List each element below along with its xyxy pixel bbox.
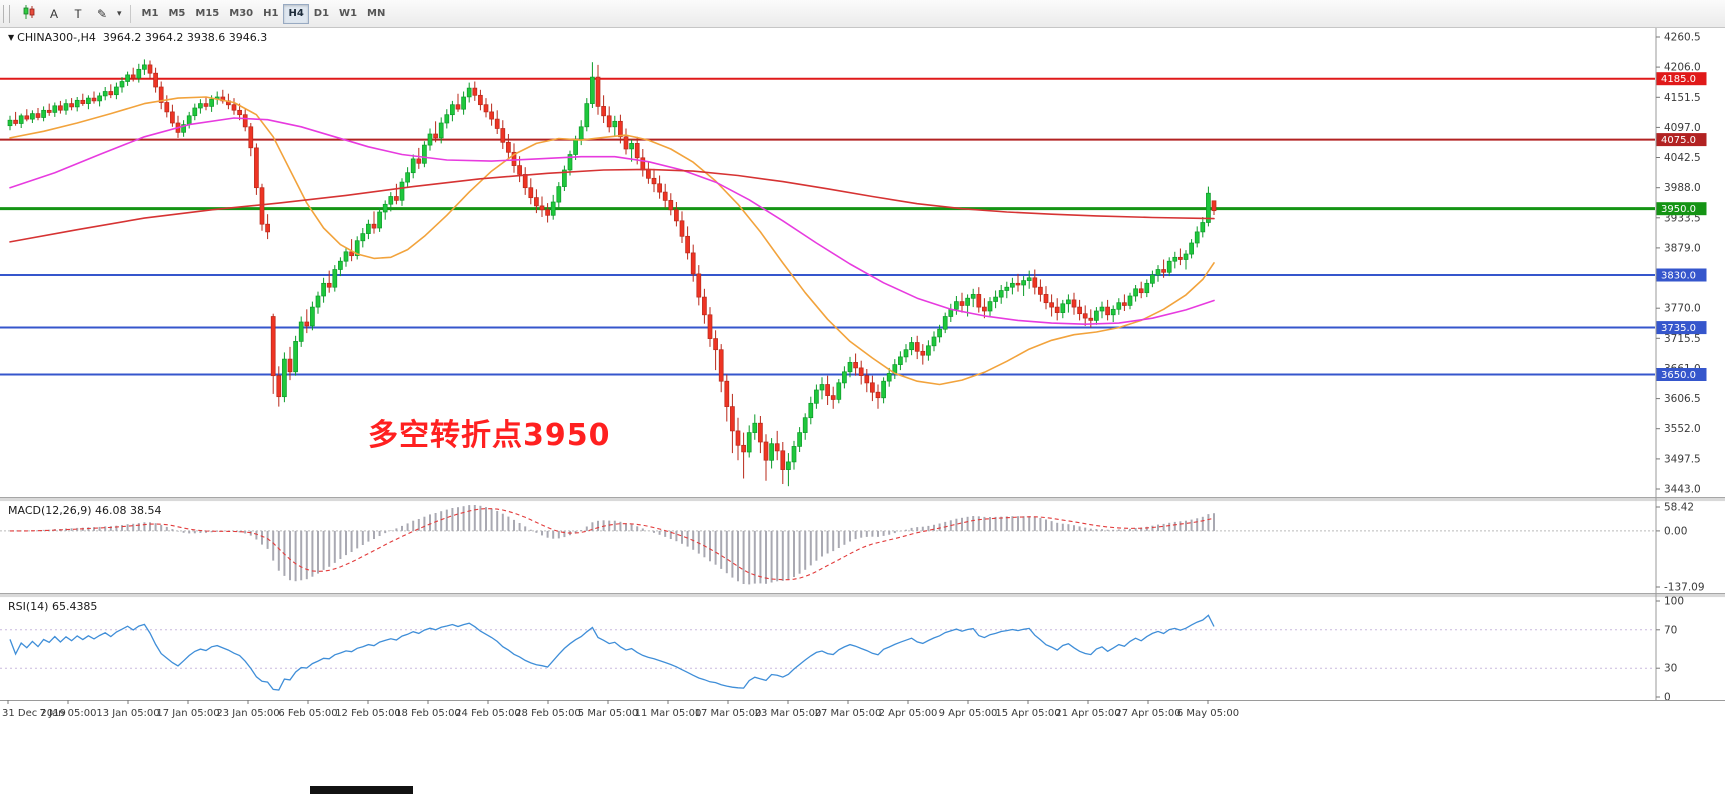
price-scale-label: 3988.0 <box>1664 182 1701 194</box>
rsi-scale-label: 100 <box>1664 596 1684 608</box>
time-scale-label: 5 Mar 05:00 <box>578 708 638 719</box>
candlestick-series <box>7 59 1217 487</box>
rsi-indicator-label: RSI(14) 65.4385 <box>8 600 98 613</box>
symbol-header: ▼ CHINA300-,H4 3964.2 3964.2 3938.6 3946.… <box>8 31 267 44</box>
price-tag-label: 4185.0 <box>1661 74 1696 85</box>
timeframe-button-d1[interactable]: D1 <box>309 4 334 24</box>
timeframe-button-m5[interactable]: M5 <box>163 4 190 24</box>
rsi-scale-label: 70 <box>1664 624 1677 636</box>
text-tool-button[interactable]: T <box>67 3 89 25</box>
timeframe-button-h4[interactable]: H4 <box>283 3 309 24</box>
timeframe-button-w1[interactable]: W1 <box>334 4 362 24</box>
price-scale-label: 3497.5 <box>1664 453 1701 465</box>
panel-separator[interactable] <box>0 593 1725 598</box>
rsi-scale-label: 30 <box>1664 663 1677 675</box>
price-scale-label: 3552.0 <box>1664 423 1701 435</box>
price-scale-label: 4260.5 <box>1664 32 1701 44</box>
price-tag-3830 <box>1656 268 1707 282</box>
price-tag-4075 <box>1656 133 1707 147</box>
macd-scale-label: 58.42 <box>1664 502 1694 514</box>
time-scale-label: 27 Apr 05:00 <box>1115 708 1180 719</box>
price-scale-label: 4042.5 <box>1664 152 1701 164</box>
price-tag-label: 3735.0 <box>1661 323 1696 334</box>
time-scale-label: 6 Feb 05:00 <box>278 708 337 719</box>
time-scale-label: 18 Feb 05:00 <box>395 708 461 719</box>
timeframe-button-h1[interactable]: H1 <box>258 4 283 24</box>
ma-line-medium-ma <box>9 117 1215 326</box>
draw-tool-button[interactable]: ✎ <box>91 3 113 25</box>
price-tag-3950 <box>1656 202 1707 216</box>
price-tag-label: 3650.0 <box>1661 370 1696 381</box>
price-scale-label: 3606.5 <box>1664 393 1701 405</box>
price-scale-label: 3715.5 <box>1664 333 1701 345</box>
toolbar-separator <box>129 4 131 23</box>
time-scale-label: 31 Dec 2019 <box>2 708 66 719</box>
ohlc-readout: 3964.2 3964.2 3938.6 3946.3 <box>102 31 268 44</box>
price-tag-4185 <box>1656 72 1707 86</box>
rsi-scale-label: 0 <box>1664 692 1671 704</box>
price-scale-label: 4206.0 <box>1664 62 1701 74</box>
panel-separator[interactable] <box>0 497 1725 502</box>
macd-indicator-label: MACD(12,26,9) 46.08 38.54 <box>8 504 162 517</box>
time-scale-label: 24 Feb 05:00 <box>455 708 521 719</box>
toolbar-grip[interactable] <box>3 4 10 23</box>
time-scale-label: 13 Jan 05:00 <box>96 708 159 719</box>
cursor-a-button[interactable]: A <box>43 3 65 25</box>
time-scale-label: 23 Mar 05:00 <box>755 708 822 719</box>
time-scale-label: 11 Mar 05:00 <box>635 708 702 719</box>
price-scale-label: 3443.0 <box>1664 484 1701 496</box>
price-scale-label: 4097.0 <box>1664 122 1701 134</box>
time-scale-label: 28 Feb 05:00 <box>515 708 581 719</box>
time-scale-label: 27 Mar 05:00 <box>815 708 882 719</box>
collapse-triangle-icon[interactable]: ▼ <box>8 33 15 42</box>
price-scale-label: 4151.5 <box>1664 92 1701 104</box>
horizontal-scrollbar-handle[interactable] <box>310 786 413 794</box>
price-tag-label: 3950.0 <box>1661 204 1696 215</box>
macd-scale-label: 0.00 <box>1664 525 1687 537</box>
time-scale-label: 12 Feb 05:00 <box>335 708 401 719</box>
price-tag-3735 <box>1656 321 1707 335</box>
ma-line-fast-ma <box>9 96 1215 386</box>
candlestick-chart-icon <box>21 4 37 23</box>
price-tag-label: 4075.0 <box>1661 135 1696 146</box>
time-scale-label: 23 Jan 05:00 <box>216 708 279 719</box>
time-scale-label: 15 Apr 05:00 <box>995 708 1060 719</box>
time-scale-label: 9 Apr 05:00 <box>939 708 998 719</box>
macd-scale-label: -137.09 <box>1664 582 1705 594</box>
toolbar: A T ✎ ▾ M1 M5 M15 M30 H1 H4 D1 W1 MN <box>0 0 1725 28</box>
time-scale-label: 17 Mar 05:00 <box>695 708 762 719</box>
timeframe-button-m30[interactable]: M30 <box>224 4 258 24</box>
macd-histogram <box>14 505 1215 585</box>
time-scale-label: 6 May 05:00 <box>1177 708 1239 719</box>
chart-type-button[interactable] <box>17 3 41 25</box>
rsi-line <box>9 614 1215 691</box>
timeframe-button-m1[interactable]: M1 <box>137 4 164 24</box>
time-scale-label: 21 Apr 05:00 <box>1055 708 1120 719</box>
pencil-icon: ✎ <box>96 6 108 21</box>
ma-line-slow-ma <box>9 168 1215 243</box>
chart-canvas[interactable]: 4260.5 4206.0 4151.5 4097.0 4042.5 3988.0 3933… <box>0 28 1725 794</box>
price-scale-label: 3933.5 <box>1664 212 1701 224</box>
time-scale-label: 7 Jan 05:00 <box>40 708 97 719</box>
price-tag-label: 3830.0 <box>1661 271 1696 282</box>
chevron-down-icon[interactable]: ▾ <box>117 8 122 19</box>
timeframe-button-m15[interactable]: M15 <box>190 4 224 24</box>
symbol-title: CHINA300-,H4 <box>17 31 96 44</box>
price-tag-3650 <box>1656 368 1707 381</box>
timeframe-button-mn[interactable]: MN <box>362 4 390 24</box>
price-scale-label: 3879.0 <box>1664 242 1701 254</box>
toolbar-timeframes: M1 M5 M15 M30 H1 H4 D1 W1 MN <box>137 3 391 24</box>
macd-signal-line <box>10 508 1215 581</box>
price-scale-label: 3770.0 <box>1664 303 1701 315</box>
time-scale-label: 17 Jan 05:00 <box>156 708 219 719</box>
chart-text-annotation[interactable]: 多空转折点3950 <box>368 418 611 453</box>
time-scale-label: 2 Apr 05:00 <box>879 708 938 719</box>
